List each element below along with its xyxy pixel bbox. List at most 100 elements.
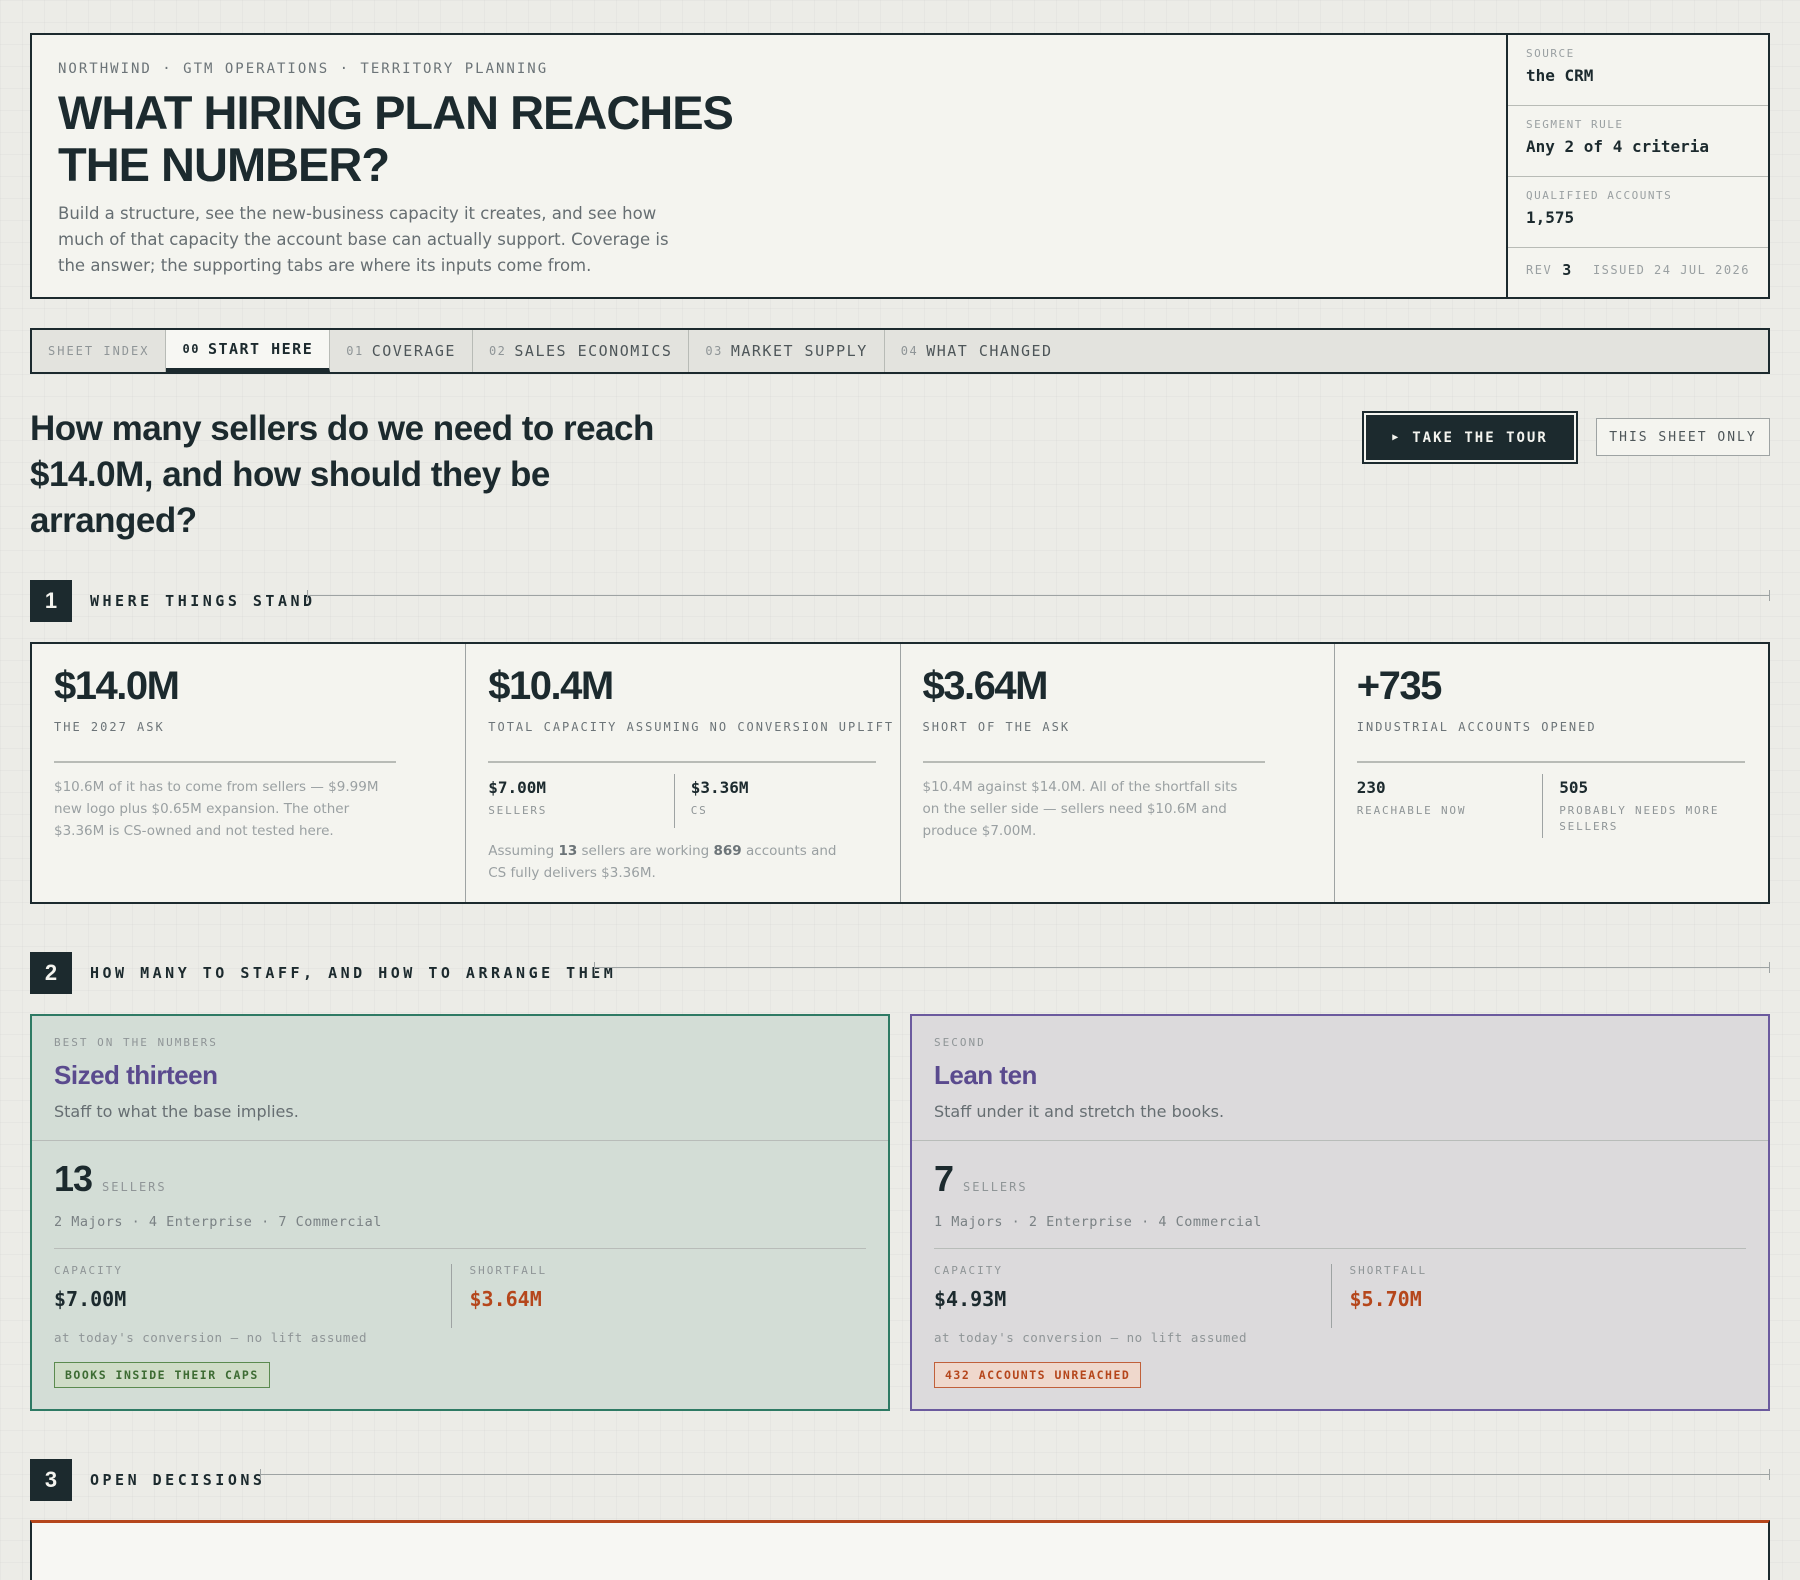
sheet-index-label: SHEET INDEX	[32, 330, 167, 372]
option-card-sized-thirteen[interactable]: BEST ON THE NUMBERS Sized thirteen Staff…	[30, 1014, 890, 1411]
option-subtitle: Staff to what the base implies.	[54, 1102, 299, 1121]
stat-divider	[922, 761, 1265, 763]
meta-segment-label: SEGMENT RULE	[1526, 118, 1624, 131]
this-sheet-only-button[interactable]: THIS SHEET ONLY	[1596, 418, 1770, 456]
split-label: REACHABLE NOW	[1356, 804, 1467, 817]
tab-label: SALES ECONOMICS	[514, 342, 673, 360]
option-rule	[54, 1248, 866, 1249]
seller-count-unit: SELLERS	[102, 1180, 167, 1194]
tab-number: 04	[900, 344, 919, 358]
page-title: WHAT HIRING PLAN REACHES THE NUMBER?	[58, 86, 734, 191]
section-rule	[594, 962, 1770, 973]
split-value: 230	[1356, 778, 1386, 797]
meta-source-value: the CRM	[1526, 66, 1594, 85]
split-needs-sellers: 505 PROBABLY NEEDS MORE SELLERS	[1542, 774, 1745, 838]
section-rule	[307, 590, 1770, 601]
tab-number: 03	[705, 344, 723, 358]
split-value: 505	[1559, 778, 1589, 797]
meta-qualified-value: 1,575	[1526, 208, 1575, 227]
option-kicker: SECOND	[934, 1036, 986, 1049]
tab-number: 01	[346, 344, 364, 358]
metric-label: SHORTFALL	[1349, 1264, 1428, 1277]
option-subtitle: Staff under it and stretch the books.	[934, 1102, 1225, 1121]
note-accounts-count: 869	[713, 843, 742, 859]
note-text: sellers are working	[577, 843, 714, 859]
stat-label: INDUSTRIAL ACCOUNTS OPENED	[1356, 720, 1597, 734]
stat-value: $3.64M	[922, 664, 1049, 708]
tab-coverage[interactable]: 01 COVERAGE	[330, 330, 473, 372]
stat-industrial: +735 INDUSTRIAL ACCOUNTS OPENED 230 REAC…	[1335, 644, 1768, 902]
option-mix: 2 Majors · 4 Enterprise · 7 Commercial	[54, 1214, 382, 1230]
tab-number: 00	[182, 342, 200, 356]
option-mix: 1 Majors · 2 Enterprise · 4 Commercial	[934, 1214, 1262, 1230]
sheet-tabs: SHEET INDEX 00 START HERE 01 COVERAGE 02…	[30, 328, 1770, 374]
metric-label: SHORTFALL	[469, 1264, 548, 1277]
shortfall-metric: SHORTFALL $5.70M	[1330, 1264, 1747, 1328]
header-main: NORTHWIND · GTM OPERATIONS · TERRITORY P…	[32, 35, 1508, 297]
meta-revision: REV 3 ISSUED 24 JUL 2026	[1526, 261, 1750, 279]
note-text: Assuming	[488, 843, 559, 859]
metric-value: $5.70M	[1349, 1287, 1422, 1311]
split-label: CS	[690, 804, 708, 817]
tab-label: COVERAGE	[371, 342, 456, 360]
option-metrics: CAPACITY $7.00M SHORTFALL $3.64M	[54, 1264, 866, 1328]
stat-note: $10.4M against $14.0M. All of the shortf…	[922, 779, 1238, 839]
section-number: 1	[30, 580, 72, 622]
capacity-split: $7.00M SELLERS $3.36M CS	[488, 774, 876, 828]
stat-label: SHORT OF THE ASK	[922, 720, 1071, 734]
option-name: Sized thirteen	[54, 1060, 218, 1090]
section-number: 3	[30, 1459, 72, 1501]
stat-value: $10.4M	[488, 664, 614, 708]
tab-market-supply[interactable]: 03 MARKET SUPPLY	[689, 330, 885, 372]
tab-what-changed[interactable]: 04 WHAT CHANGED	[885, 330, 1069, 372]
option-divider	[912, 1140, 1768, 1141]
metric-label: CAPACITY	[934, 1264, 1003, 1277]
option-footnote: at today's conversion — no lift assumed	[54, 1330, 367, 1345]
stat-divider	[54, 761, 396, 763]
option-kicker: BEST ON THE NUMBERS	[54, 1036, 218, 1049]
open-decisions-panel	[30, 1520, 1770, 1580]
section-title: HOW MANY TO STAFF, AND HOW TO ARRANGE TH…	[90, 964, 617, 982]
note-text: accounts and CS fully delivers $3.36M.	[488, 843, 837, 881]
tab-label: START HERE	[207, 340, 314, 358]
option-divider	[32, 1140, 888, 1141]
take-tour-button[interactable]: ▶ TAKE THE TOUR	[1364, 413, 1576, 462]
metric-value: $7.00M	[54, 1287, 127, 1311]
status-badge: BOOKS INSIDE THEIR CAPS	[54, 1362, 270, 1388]
stat-ask: $14.0M THE 2027 ASK $10.6M of it has to …	[32, 644, 467, 902]
play-icon: ▶	[1392, 432, 1401, 443]
stat-divider	[488, 761, 877, 763]
meta-source-label: SOURCE	[1526, 47, 1575, 60]
meta-segment-value: Any 2 of 4 criteria	[1526, 137, 1710, 156]
meta-qualified: QUALIFIED ACCOUNTS 1,575	[1508, 177, 1768, 248]
split-reachable: 230 REACHABLE NOW	[1357, 774, 1543, 838]
stat-label: THE 2027 ASK	[54, 720, 165, 734]
option-seller-count: 7 SELLERS	[934, 1158, 1028, 1200]
seller-count-unit: SELLERS	[963, 1180, 1028, 1194]
section-header-2: 2 HOW MANY TO STAFF, AND HOW TO ARRANGE …	[30, 952, 1770, 994]
header-kicker: NORTHWIND · GTM OPERATIONS · TERRITORY P…	[58, 61, 549, 77]
split-value: $3.36M	[690, 778, 749, 797]
meta-source: SOURCE the CRM	[1508, 35, 1768, 106]
split-sellers: $7.00M SELLERS	[488, 774, 674, 828]
split-label: SELLERS	[488, 804, 548, 817]
stat-divider	[1356, 761, 1745, 763]
section-header-3: 3 OPEN DECISIONS	[30, 1459, 1770, 1501]
seller-count-value: 7	[934, 1158, 954, 1199]
rev-number: 3	[1562, 261, 1572, 279]
tab-label: WHAT CHANGED	[926, 342, 1053, 360]
stat-value: $14.0M	[54, 664, 180, 708]
status-badge: 432 ACCOUNTS UNREACHED	[934, 1362, 1142, 1388]
metric-label: CAPACITY	[54, 1264, 123, 1277]
stat-note: Assuming 13 sellers are working 869 acco…	[488, 840, 848, 884]
option-name: Lean ten	[934, 1060, 1037, 1090]
capacity-metric: CAPACITY $4.93M	[934, 1264, 1331, 1328]
section-rule	[260, 1469, 1770, 1480]
stat-label: TOTAL CAPACITY ASSUMING NO CONVERSION UP…	[488, 720, 895, 734]
section-header-1: 1 WHERE THINGS STAND	[30, 580, 1770, 622]
tab-start-here[interactable]: 00 START HERE	[166, 330, 331, 372]
option-card-lean-ten[interactable]: SECOND Lean ten Staff under it and stret…	[910, 1014, 1770, 1411]
take-tour-label: TAKE THE TOUR	[1412, 429, 1548, 446]
report-header: NORTHWIND · GTM OPERATIONS · TERRITORY P…	[30, 33, 1770, 299]
tab-sales-economics[interactable]: 02 SALES ECONOMICS	[473, 330, 690, 372]
